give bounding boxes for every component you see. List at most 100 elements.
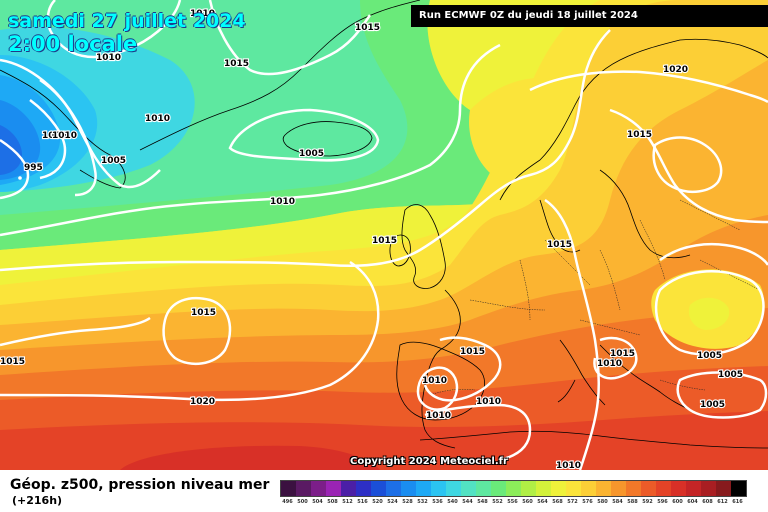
isobar-label: 1010 — [426, 411, 451, 421]
isobar-1015-central — [544, 198, 601, 470]
legend-tick-label: 576 — [582, 499, 593, 505]
balkans-coast — [599, 344, 691, 411]
border-3 — [544, 239, 591, 286]
legend-swatch — [716, 481, 731, 496]
border-5 — [639, 219, 666, 281]
legend-tick-label: 616 — [732, 499, 743, 505]
isobars — [0, 0, 768, 470]
legend-tick-label: 568 — [552, 499, 563, 505]
border-7 — [679, 199, 741, 231]
isobar-label: 1010 — [270, 197, 295, 207]
legend-tick-label: 528 — [402, 499, 413, 505]
isobar-1005-iceland — [228, 108, 380, 162]
isobar-1005-west — [39, 78, 97, 197]
isobar-label: 1010 — [190, 9, 215, 19]
border-10 — [659, 379, 706, 391]
isobar-label: 1005 — [700, 400, 725, 410]
legend-tick-label: 544 — [462, 499, 473, 505]
ireland-coast — [389, 234, 411, 267]
isobar-1015-lobe — [162, 296, 232, 366]
legend-tick-label: 524 — [387, 499, 398, 505]
isobar-label: 1000 — [42, 131, 67, 141]
isobar-label: 1010 — [597, 359, 622, 369]
isobar-label: 995 — [24, 163, 43, 173]
legend-tick-label: 552 — [492, 499, 503, 505]
isobar-1005-east2 — [676, 371, 768, 419]
legend-tick-label: 508 — [327, 499, 338, 505]
legend-panel: Géop. z500, pression niveau mer (+216h) … — [0, 470, 768, 512]
legend-swatch — [341, 481, 356, 496]
legend-tick-label: 512 — [342, 499, 353, 505]
field-title: Géop. z500, pression niveau mer — [10, 477, 270, 493]
lead-time: (+216h) — [12, 494, 63, 507]
border-6 — [579, 319, 641, 336]
legend-tick-label: 560 — [522, 499, 533, 505]
europe-west-coast — [421, 289, 461, 449]
border-4 — [599, 249, 621, 311]
legend-tick-label: 520 — [372, 499, 383, 505]
color-scale-bar — [280, 480, 747, 497]
legend-swatch — [431, 481, 446, 496]
legend-swatch — [296, 481, 311, 496]
isobar-label: 1015 — [627, 130, 652, 140]
isobar-1020 — [0, 260, 380, 402]
color-scale-ticks: 496 500 504 508 512 516 520 524 528 532 536 540 544 5… — [280, 499, 745, 509]
isobar-label: 1010 — [96, 53, 121, 63]
legend-tick-label: 604 — [687, 499, 698, 505]
border-8 — [699, 259, 761, 291]
isobar-1015-atlantic — [0, 29, 611, 272]
legend-swatch — [281, 481, 296, 496]
isobar-label: 1015 — [547, 240, 572, 250]
isobar-1020-ne — [529, 70, 768, 104]
isobar-label: 1015 — [372, 236, 397, 246]
isobar-1000 — [29, 99, 67, 180]
band-red-4 — [120, 445, 380, 470]
legend-tick-label: 596 — [657, 499, 668, 505]
britain-coast — [401, 204, 446, 289]
legend-tick-label: 584 — [612, 499, 623, 505]
legend-swatch — [686, 481, 701, 496]
isobar-label: 1015 — [0, 357, 25, 367]
isobar-1010-north — [46, 0, 182, 59]
legend-swatch — [506, 481, 521, 496]
legend-swatch — [401, 481, 416, 496]
weather-map: 1010 1010 1015 1015 1010 1000 1010 995 1… — [0, 0, 768, 470]
isobar-label: 1005 — [697, 351, 722, 361]
legend-tick-label: 572 — [567, 499, 578, 505]
isobar-1015-iberia — [423, 336, 502, 402]
isobar-995 — [0, 138, 30, 200]
legend-swatch — [476, 481, 491, 496]
isobar-1005-east — [654, 270, 765, 356]
isobar-label: 1020 — [663, 65, 688, 75]
legend-swatch — [626, 481, 641, 496]
country-borders — [429, 199, 761, 396]
isobar-label: 1005 — [718, 370, 743, 380]
baltic-coast — [599, 169, 691, 259]
legend-swatch — [371, 481, 386, 496]
isobar-label: 1015 — [191, 308, 216, 318]
legend-swatch — [641, 481, 656, 496]
isobar-label: 1015 — [224, 59, 249, 69]
legend-swatch — [566, 481, 581, 496]
scandinavia-coast — [499, 38, 768, 253]
copyright-text: Copyright 2024 Meteociel.fr — [350, 456, 508, 467]
legend-tick-label: 612 — [717, 499, 728, 505]
legend-tick-label: 496 — [282, 499, 293, 505]
legend-swatch — [386, 481, 401, 496]
north-africa-coast — [419, 430, 768, 449]
z500-bands — [0, 0, 768, 470]
low-center-marker — [18, 176, 22, 180]
legend-tick-label: 532 — [417, 499, 428, 505]
legend-swatch — [356, 481, 371, 496]
isobar-label: 1015 — [460, 347, 485, 357]
legend-swatch — [701, 481, 716, 496]
isobar-1010-east — [659, 242, 768, 266]
border-2 — [519, 259, 531, 321]
isobar-1015-scand — [609, 108, 768, 224]
isobar-1015-balkan — [593, 336, 638, 380]
legend-swatch — [656, 481, 671, 496]
legend-tick-label: 536 — [432, 499, 443, 505]
isobar-label: 1005 — [101, 156, 126, 166]
legend-swatch — [491, 481, 506, 496]
legend-swatch — [581, 481, 596, 496]
